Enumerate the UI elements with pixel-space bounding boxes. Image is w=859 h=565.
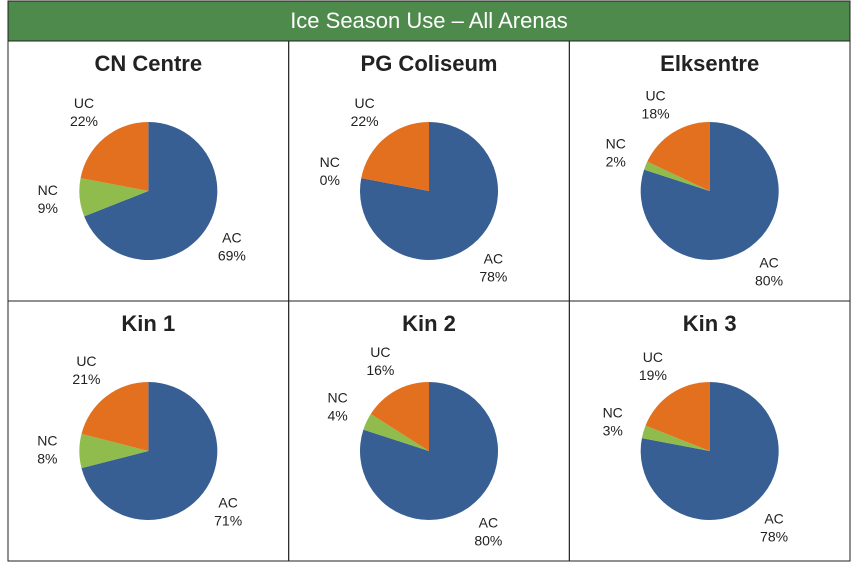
pie-slice [641, 425, 710, 451]
pie-slice [84, 122, 218, 260]
slice-value-label: 22% [351, 113, 379, 129]
slice-category: NC [606, 136, 626, 152]
chart-title: Kin 2 [402, 311, 456, 336]
pie-slice [647, 122, 710, 191]
pie-slice [644, 161, 710, 191]
chart-title: Elksentre [660, 51, 759, 76]
slice-value-label: 71% [214, 513, 242, 529]
slice-value-label: 69% [218, 247, 246, 263]
slice-category: AC [484, 251, 503, 267]
pie-slice [80, 122, 149, 191]
chart-title: PG Coliseum [361, 51, 498, 76]
slice-value-label: 18% [642, 105, 670, 121]
slice-value-label: 78% [479, 269, 507, 285]
pie-slice [645, 382, 710, 451]
slice-category: UC [645, 87, 665, 103]
slice-value-label: 80% [755, 272, 783, 288]
slice-category: UC [76, 353, 96, 369]
pie-slice [370, 382, 430, 451]
slice-category: UC [370, 344, 390, 360]
pie-slice [360, 382, 499, 521]
slice-category: NC [37, 433, 57, 449]
slice-category: AC [222, 229, 241, 245]
slice-category: NC [328, 390, 348, 406]
slice-value-label: 9% [38, 200, 58, 216]
slice-category: AC [764, 511, 783, 527]
slice-category: UC [355, 95, 375, 111]
pie-slice [640, 122, 779, 260]
chart-title: Kin 1 [121, 311, 175, 336]
slice-category: AC [479, 514, 498, 530]
slice-value-label: 8% [37, 451, 57, 467]
pie-slice [81, 382, 149, 451]
slice-value-label: 22% [70, 113, 98, 129]
slice-category: NC [603, 405, 623, 421]
header-title: Ice Season Use – All Arenas [290, 8, 568, 33]
header-bar [7, 0, 851, 42]
pie-slice [79, 433, 149, 469]
pie-slice [640, 382, 779, 521]
slice-category: AC [759, 254, 778, 270]
pie-slice [361, 122, 430, 191]
slice-value-label: 21% [72, 371, 100, 387]
slice-category: UC [74, 95, 94, 111]
slice-value-label: 4% [328, 408, 348, 424]
pie-slice [363, 414, 430, 451]
slice-category: NC [38, 182, 58, 198]
slice-value-label: 3% [603, 423, 623, 439]
slice-value-label: 0% [320, 172, 340, 188]
chart-title: CN Centre [95, 51, 203, 76]
slice-value-label: 78% [760, 529, 788, 545]
slice-category: AC [218, 495, 237, 511]
slice-value-label: 80% [474, 532, 502, 548]
pie-slice [79, 178, 149, 217]
chart-title: Kin 3 [683, 311, 737, 336]
pie-slice [81, 382, 218, 521]
slice-value-label: 16% [366, 362, 394, 378]
slice-category: UC [643, 349, 663, 365]
cell [568, 300, 851, 562]
slice-category: NC [320, 154, 340, 170]
slice-value-label: 2% [606, 154, 626, 170]
slice-value-label: 19% [639, 367, 667, 383]
